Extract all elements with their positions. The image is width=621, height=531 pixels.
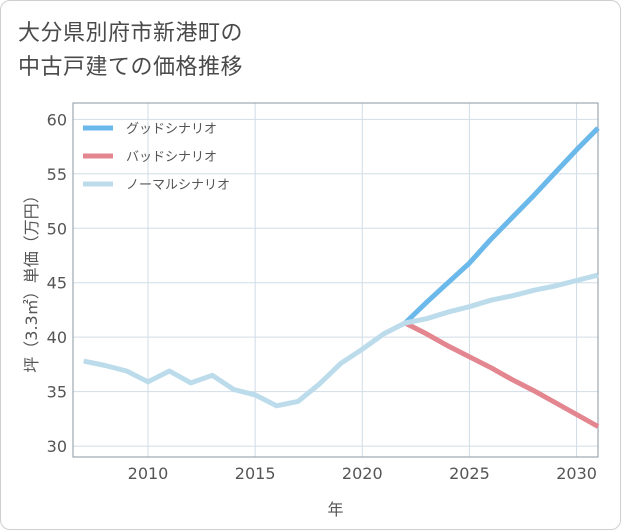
- x-tick-label: 2020: [342, 464, 383, 483]
- x-tick-label: 2015: [235, 464, 276, 483]
- legend-label-normal: ノーマルシナリオ: [126, 178, 230, 193]
- y-tick-label: 45: [47, 274, 67, 293]
- series-layer: [83, 126, 600, 429]
- y-tick-label: 60: [47, 110, 67, 129]
- series-line-bad: [403, 320, 600, 429]
- y-tick-label: 50: [47, 219, 67, 238]
- tick-labels: 2010 2015 2020 2025 2030 30 35 40 45 50 55 60: [47, 110, 597, 483]
- y-tick-label: 55: [47, 165, 67, 184]
- chart-title: 大分県別府市新港町の 中古戸建ての価格推移: [18, 21, 244, 80]
- y-tick-label: 40: [47, 328, 67, 347]
- y-tick-label: 35: [47, 383, 67, 402]
- plot-frame: [72, 102, 599, 458]
- series-line-good: [403, 126, 600, 325]
- grid: [73, 103, 598, 457]
- x-tick-label: 2010: [128, 464, 169, 483]
- y-axis-label: 坪（3.3㎡）単価（万円）: [22, 187, 41, 372]
- x-axis-label: 年: [327, 500, 343, 519]
- x-tick-label: 2030: [556, 464, 597, 483]
- y-tick-label: 30: [47, 437, 67, 456]
- legend-label-good: グッドシナリオ: [126, 122, 217, 137]
- x-tick-label: 2025: [449, 464, 490, 483]
- series-line-normal: [83, 272, 599, 409]
- legend-label-bad: バッドシナリオ: [126, 150, 217, 165]
